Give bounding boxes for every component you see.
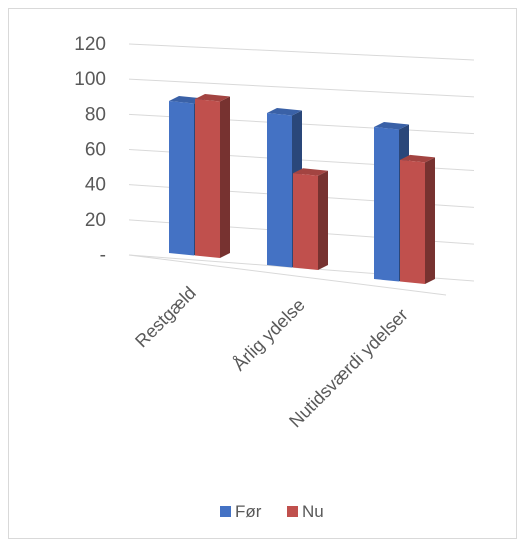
- bar-front: [169, 101, 194, 256]
- gridline: [128, 78, 475, 98]
- bar-front: [400, 159, 425, 284]
- y-tick-label: 100: [74, 69, 106, 90]
- y-tick-label: 60: [85, 140, 106, 161]
- gridline: [128, 43, 475, 61]
- bar-chart: - 20 40 60 80 100 120 Restgæld Årlig ydelseNutid…: [74, 34, 475, 521]
- legend-swatch: [220, 506, 231, 517]
- bar-top: [400, 154, 435, 163]
- category-label: Restgæld: [131, 283, 200, 352]
- bar-side: [425, 157, 435, 284]
- category-label: Årlig ydelse: [229, 295, 309, 375]
- legend-label: Før: [235, 502, 262, 521]
- bar-top: [195, 93, 230, 102]
- floor-edge: [128, 254, 447, 296]
- bar-front: [267, 113, 292, 268]
- chart-frame: - 20 40 60 80 100 120 Restgæld Årlig ydelse Nutid…: [8, 8, 517, 539]
- bar-top: [293, 168, 328, 176]
- bar-front: [293, 173, 318, 270]
- bar-top: [374, 122, 409, 130]
- legend-item: Nu: [287, 502, 324, 521]
- legend-label: Nu: [302, 502, 324, 521]
- bar-top: [267, 108, 302, 116]
- y-tick-label: 20: [85, 210, 106, 231]
- legend-item: Før: [220, 502, 262, 521]
- bars: [169, 93, 435, 284]
- y-tick-label: 40: [85, 175, 106, 196]
- category-label: Nutidsværdi ydelser: [285, 305, 412, 432]
- bar-side: [318, 170, 328, 270]
- y-axis-ticks: - 20 40 60 80 100 120: [74, 34, 106, 266]
- y-tick-label: 80: [85, 104, 106, 125]
- bar-front: [374, 127, 399, 282]
- legend-swatch: [287, 506, 298, 517]
- legend: Før Nu: [220, 502, 324, 521]
- y-tick-label: -: [100, 245, 106, 266]
- bar: [293, 168, 328, 270]
- y-tick-label: 120: [74, 34, 106, 55]
- bar: [400, 154, 435, 284]
- bar-front: [195, 98, 220, 258]
- bar-side: [220, 96, 230, 258]
- bar: [195, 93, 230, 258]
